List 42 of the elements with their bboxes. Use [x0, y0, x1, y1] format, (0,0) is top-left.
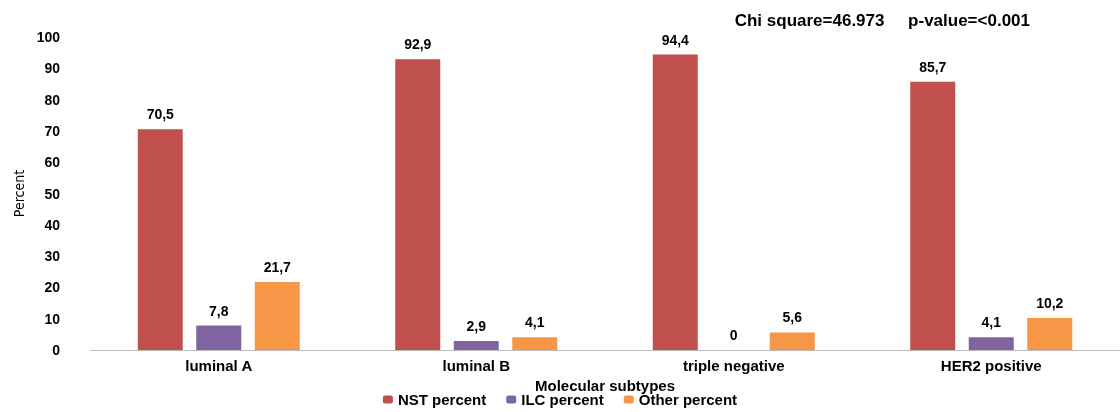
bar: [254, 282, 300, 350]
data-label: 2,9: [466, 317, 487, 334]
data-label: 85,7: [919, 58, 947, 75]
data-label: 21,7: [263, 259, 292, 276]
bar: [1027, 318, 1073, 350]
y-tick-label: 0: [52, 342, 61, 358]
y-tick-label: 80: [44, 91, 61, 108]
y-tick-label: 10: [44, 310, 61, 327]
x-tick-label: luminal A: [185, 357, 253, 374]
x-tick-label: luminal B: [442, 357, 511, 374]
y-tick-label: 40: [44, 216, 61, 233]
data-label: 94,4: [661, 31, 690, 48]
data-label: 10,2: [1036, 295, 1064, 312]
bar: [512, 337, 558, 350]
bar: [453, 340, 499, 350]
x-tick-label: triple negative: [682, 357, 785, 374]
y-tick-label: 70: [44, 122, 61, 139]
y-tick-label: 100: [36, 29, 61, 45]
data-label: 7,8: [209, 302, 229, 319]
bar: [395, 59, 441, 350]
data-label: 4,1: [981, 314, 1002, 331]
y-tick-label: 60: [44, 154, 61, 171]
bar: [652, 54, 698, 350]
bar: [968, 337, 1014, 350]
y-tick-label: 50: [44, 185, 61, 202]
data-label: 92,9: [404, 36, 432, 53]
y-tick-label: 20: [44, 279, 61, 296]
data-label: 0: [729, 327, 738, 343]
bar: [196, 325, 242, 350]
y-tick-label: 90: [44, 60, 61, 77]
bar: [910, 81, 956, 350]
legend-label: ILC percent: [521, 391, 604, 408]
bar: [769, 332, 815, 350]
data-label: 70,5: [146, 106, 175, 123]
bar: [137, 129, 183, 350]
legend-label: NST percent: [397, 391, 487, 408]
data-label: 5,6: [782, 309, 803, 326]
y-axis-title: Percent: [10, 169, 27, 218]
text: Chi square=46.973 p-value=<0.001: [734, 11, 1030, 30]
x-tick-label: HER2 positive: [940, 357, 1042, 374]
data-label: 4,1: [525, 314, 545, 331]
y-tick-label: 30: [44, 248, 61, 265]
